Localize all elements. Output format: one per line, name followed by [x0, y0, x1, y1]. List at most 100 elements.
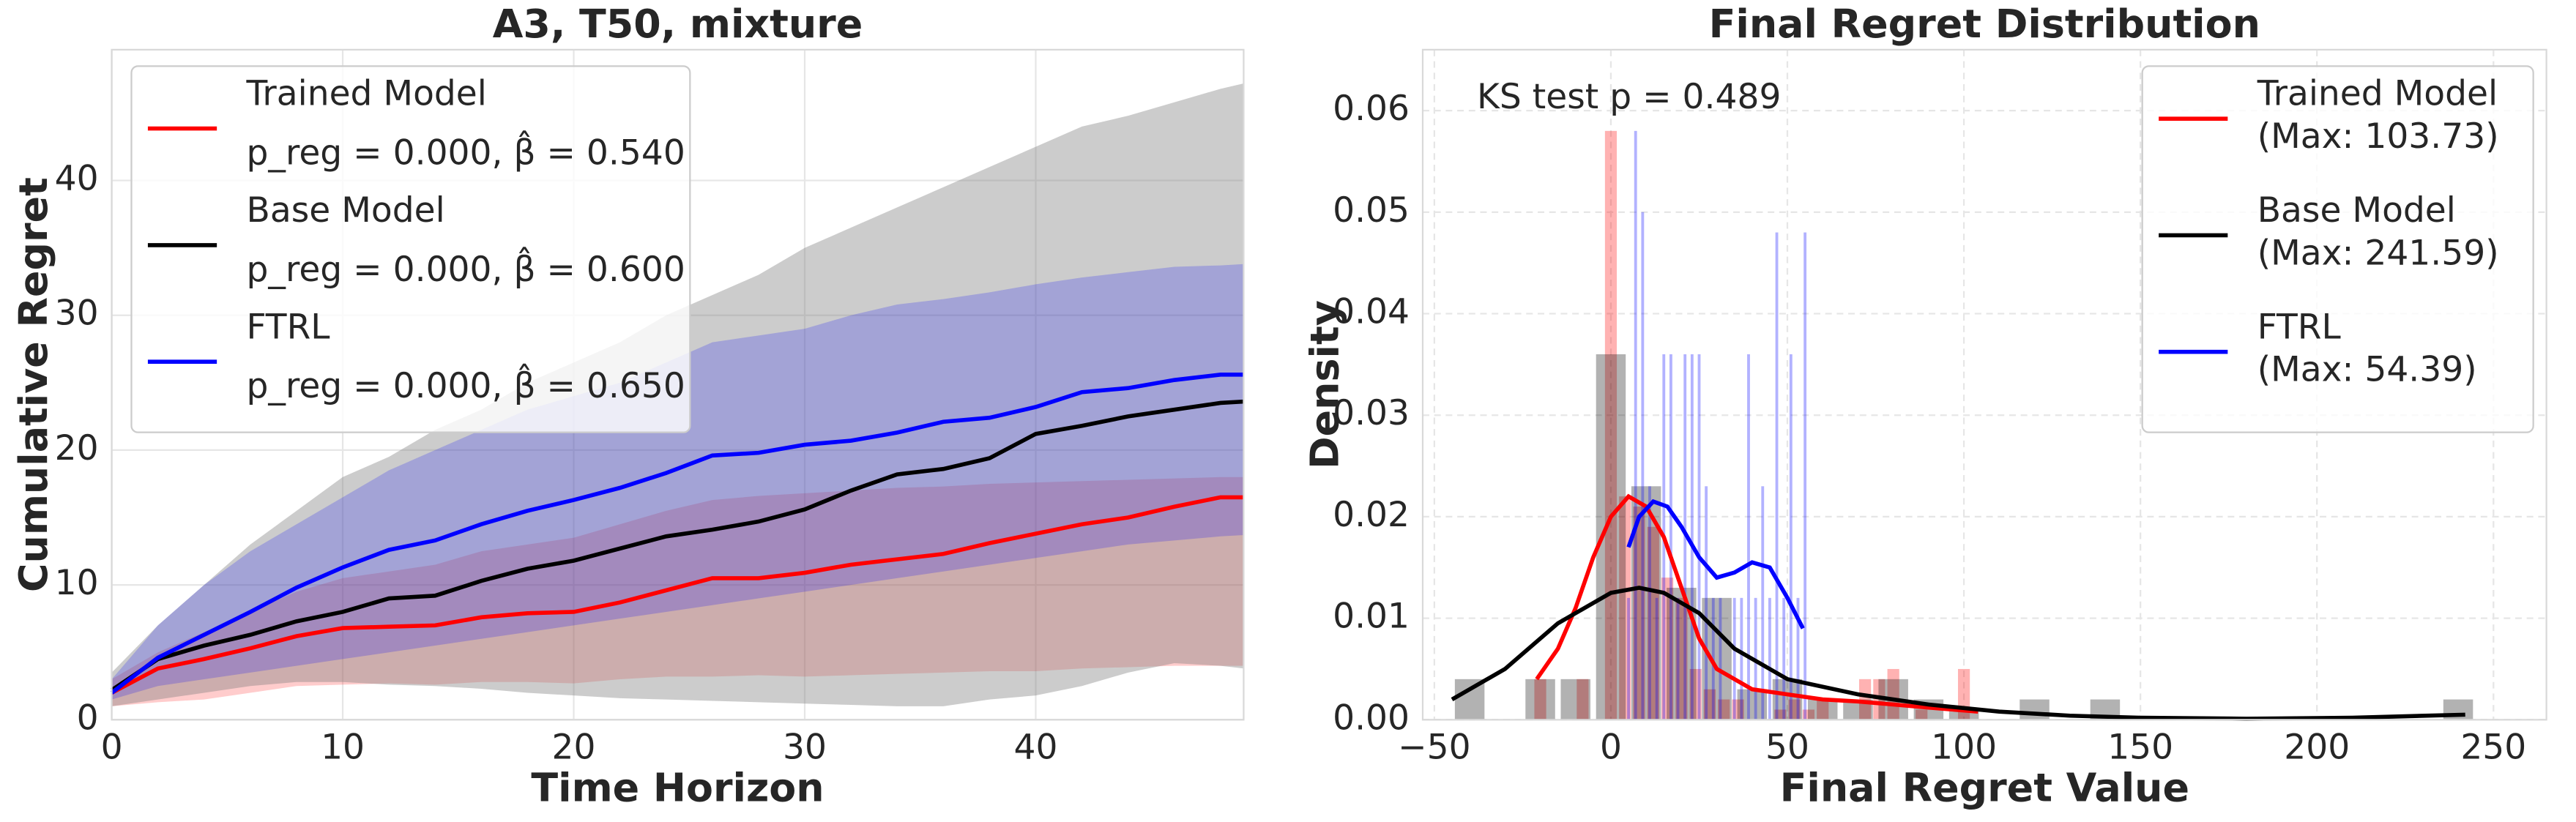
x-tick-label: 40 [1014, 728, 1058, 768]
y-tick-label: 0.01 [1333, 597, 1410, 637]
legend-label: FTRL [2257, 307, 2341, 347]
histogram-bar [1619, 496, 1631, 720]
plot-frame [111, 48, 1245, 721]
histogram-bar [1525, 679, 1555, 720]
histogram-bar [1807, 699, 1838, 720]
y-axis-label: Cumulative Regret [10, 177, 56, 592]
x-tick-label: 200 [2284, 728, 2350, 768]
legend-label: p_reg = 0.000, β̂ = 0.650 [247, 363, 685, 407]
histogram-bar [1761, 486, 1765, 720]
y-tick-label: 0.05 [1333, 190, 1410, 231]
legend-label: Base Model [2257, 190, 2456, 231]
histogram-bar [1774, 709, 1787, 720]
legend-box [130, 65, 691, 433]
x-axis-label: Time Horizon [531, 764, 824, 810]
kde-line [1626, 498, 1805, 629]
chart-title: A3, T50, mixture [493, 1, 863, 47]
kde-line [1535, 493, 1978, 714]
histogram-bar [1817, 699, 1829, 720]
x-tick-label: −50 [1398, 728, 1470, 768]
x-axis-label: Final Regret Value [1780, 764, 2189, 810]
legend-label: (Max: 54.39) [2257, 350, 2477, 390]
confidence-band [111, 264, 1244, 700]
histogram-bar [1560, 679, 1590, 720]
histogram-bar [1782, 597, 1786, 720]
histogram-bar [1858, 679, 1872, 720]
histogram-bar [1697, 354, 1701, 720]
histogram-bar [1689, 668, 1702, 720]
histogram-bar [1604, 130, 1618, 720]
y-tick-label: 20 [55, 428, 99, 468]
x-tick-label: 250 [2460, 728, 2526, 768]
histogram-bar [1655, 597, 1659, 720]
x-tick-label: 20 [552, 728, 596, 768]
histogram-bar [1690, 354, 1694, 720]
histogram-bar [1648, 486, 1651, 720]
x-tick-label: 30 [783, 728, 827, 768]
legend-label: Trained Model [2257, 74, 2498, 114]
y-tick-label: 30 [55, 294, 99, 334]
legend-label: Base Model [247, 190, 445, 231]
series-line [110, 372, 1244, 695]
legend-box [2141, 65, 2534, 433]
x-tick-label: 10 [321, 728, 365, 768]
histogram-bar [1803, 232, 1807, 720]
histogram-bar [2020, 699, 2050, 720]
histogram-bar [1887, 668, 1899, 720]
histogram-bar [1703, 689, 1716, 720]
histogram-bar [1647, 526, 1659, 720]
chart-title: Final Regret Distribution [1709, 1, 2260, 47]
legend-label: (Max: 241.59) [2257, 233, 2499, 273]
annotation: KS test p = 0.489 [1477, 77, 1781, 117]
x-tick-label: 50 [1765, 728, 1809, 768]
histogram-bar [1718, 699, 1730, 720]
histogram-bar [1916, 709, 1928, 720]
y-tick-label: 0.00 [1333, 698, 1410, 738]
histogram-bar [1747, 354, 1750, 720]
y-tick-label: 10 [55, 563, 99, 603]
legend-label: Trained Model [246, 74, 487, 114]
histogram-bar [1768, 597, 1771, 720]
histogram-bar [1796, 597, 1800, 720]
histogram-bar [1772, 679, 1803, 720]
histogram-bar [1675, 597, 1688, 720]
legend-label: FTRL [247, 307, 330, 347]
histogram-bar [1732, 699, 1744, 720]
series-line [111, 495, 1244, 695]
y-tick-label: 40 [55, 159, 99, 199]
histogram-bar [1789, 354, 1793, 720]
x-tick-label: 100 [1931, 728, 1997, 768]
y-tick-label: 0.06 [1333, 89, 1410, 129]
x-tick-label: 0 [101, 728, 123, 768]
histogram-bar [1676, 597, 1680, 720]
legend-label: p_reg = 0.000, β̂ = 0.540 [247, 130, 685, 173]
histogram-bar [1669, 354, 1672, 720]
histogram-bar [1534, 679, 1546, 720]
y-tick-label: 0.04 [1333, 292, 1410, 332]
histogram-bar [1627, 597, 1630, 720]
histogram-bar [1634, 130, 1637, 720]
histogram-bar [1633, 507, 1645, 720]
histogram-bar [1740, 597, 1743, 720]
histogram-bar [1732, 597, 1736, 720]
histogram-bar [1641, 212, 1645, 720]
y-tick-label: 0.02 [1333, 495, 1410, 535]
series-line [111, 399, 1244, 692]
histogram-bar [1737, 689, 1768, 720]
y-tick-label: 0 [77, 698, 99, 738]
histogram-bar [1775, 232, 1779, 720]
confidence-band [111, 477, 1244, 706]
legend-label: p_reg = 0.000, β̂ = 0.600 [247, 246, 685, 290]
x-tick-label: 150 [2107, 728, 2173, 768]
histogram-bar [1577, 679, 1589, 720]
y-tick-label: 0.03 [1333, 393, 1410, 433]
histogram-bar [1661, 578, 1674, 720]
histogram-bar [1802, 709, 1815, 720]
legend-label: (Max: 103.73) [2257, 116, 2499, 157]
histogram-bar [1705, 486, 1708, 720]
histogram-bar [1788, 699, 1801, 720]
plot-frame [1421, 48, 2547, 721]
y-axis-label: Density [1301, 300, 1347, 469]
x-tick-label: 0 [1600, 728, 1622, 768]
